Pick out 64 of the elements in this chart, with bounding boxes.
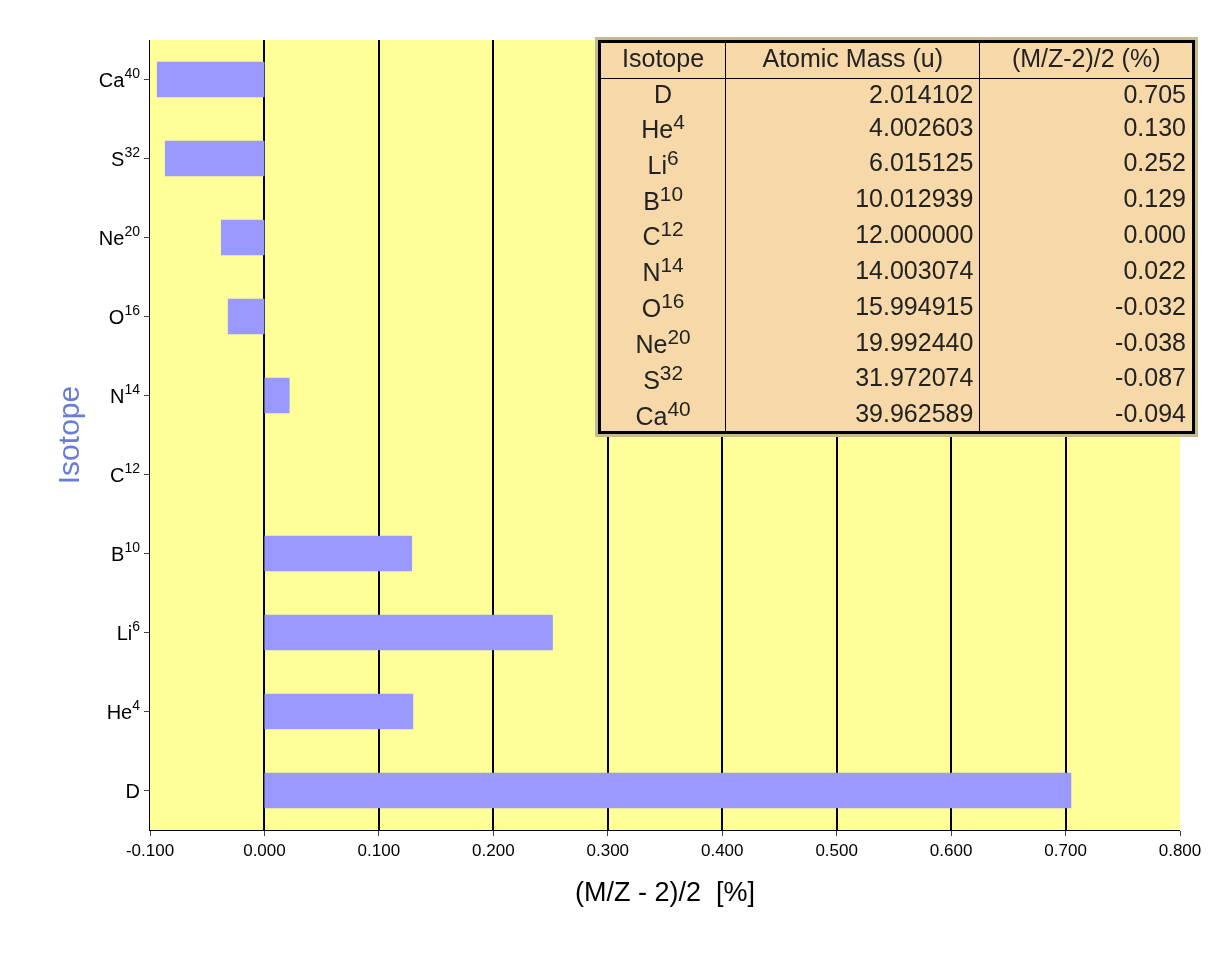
y-tick-label: O$^{16}$ [108,302,141,328]
x-tick-label: -0.100 [125,841,175,861]
text: 14.003074 [855,255,974,284]
x-tick-label: 0.500 [815,841,858,861]
category-label: O$^{16}$ [641,289,685,323]
category-label: S$^{32}$ [643,360,683,395]
x-tick-label: 0.700 [1044,841,1087,861]
y-tick-label: D [125,779,140,802]
bar [264,377,290,414]
text: 31.972074 [855,363,974,392]
category-label: He$^{4}$ [641,110,685,144]
bar [227,298,265,335]
y-tick-label: Li$^{6}$ [116,618,141,644]
text: 0.000 [1123,220,1186,249]
category-label: Isotope [599,41,726,78]
y-tick-label: Ne$^{20}$ [98,223,141,249]
bar [264,535,413,572]
text: -0.094 [1115,399,1186,428]
category-label: (M/Z-2)/2 (%) [979,41,1194,78]
text: 0.130 [1123,112,1186,141]
category-label: B$^{10}$ [643,181,683,215]
text: 0.022 [1123,255,1186,284]
text: 0.705 [1123,79,1186,108]
bar [156,61,265,98]
y-axis-title: Isotope [51,385,85,485]
text: 12.000000 [855,220,974,249]
category-label: N$^{14}$ [642,253,684,287]
text: 19.992440 [855,327,974,356]
x-tick-label: 0.200 [472,841,515,861]
x-tick-label: 0.400 [700,841,744,861]
text: -0.038 [1115,327,1186,356]
text: 0.252 [1123,148,1186,177]
x-axis-title: (M/Z - 2)/2 [%] [574,876,756,907]
text: -0.087 [1115,363,1186,392]
bar [264,614,553,651]
text: 2.014102 [869,79,974,108]
y-tick-label: N$^{14}$ [109,381,141,407]
y-tick-label: C$^{12}$ [109,460,141,486]
category-label: Li$^{6}$ [647,145,679,180]
x-tick-label: 0.300 [586,841,630,861]
text: 4.002603 [869,112,974,141]
category-label: D [654,79,673,108]
bar [264,693,414,730]
x-tick-label: 0.100 [357,841,401,861]
text: 39.962589 [855,399,974,428]
category-label: Atomic Mass (u) [725,41,980,78]
text: 10.012939 [855,184,974,213]
bar [164,140,265,177]
x-tick-label: 0.600 [929,841,973,861]
y-tick-label: Ca$^{40}$ [98,65,141,91]
x-tick-label: 0.800 [1158,841,1202,861]
category-label: Ca$^{40}$ [635,396,691,430]
category-label: Ne$^{20}$ [635,324,691,359]
y-tick-label: He$^{4}$ [106,697,141,723]
category-label: C$^{12}$ [642,217,684,251]
text: 6.015125 [869,148,974,177]
text: -0.032 [1115,291,1186,320]
x-tick-label: 0.000 [243,841,286,861]
y-tick-label: B$^{10}$ [111,539,141,565]
text: 0.129 [1123,184,1186,213]
bar [220,219,265,256]
y-tick-label: S$^{32}$ [111,144,141,170]
text: 15.994915 [855,291,974,320]
bar [264,772,1072,809]
